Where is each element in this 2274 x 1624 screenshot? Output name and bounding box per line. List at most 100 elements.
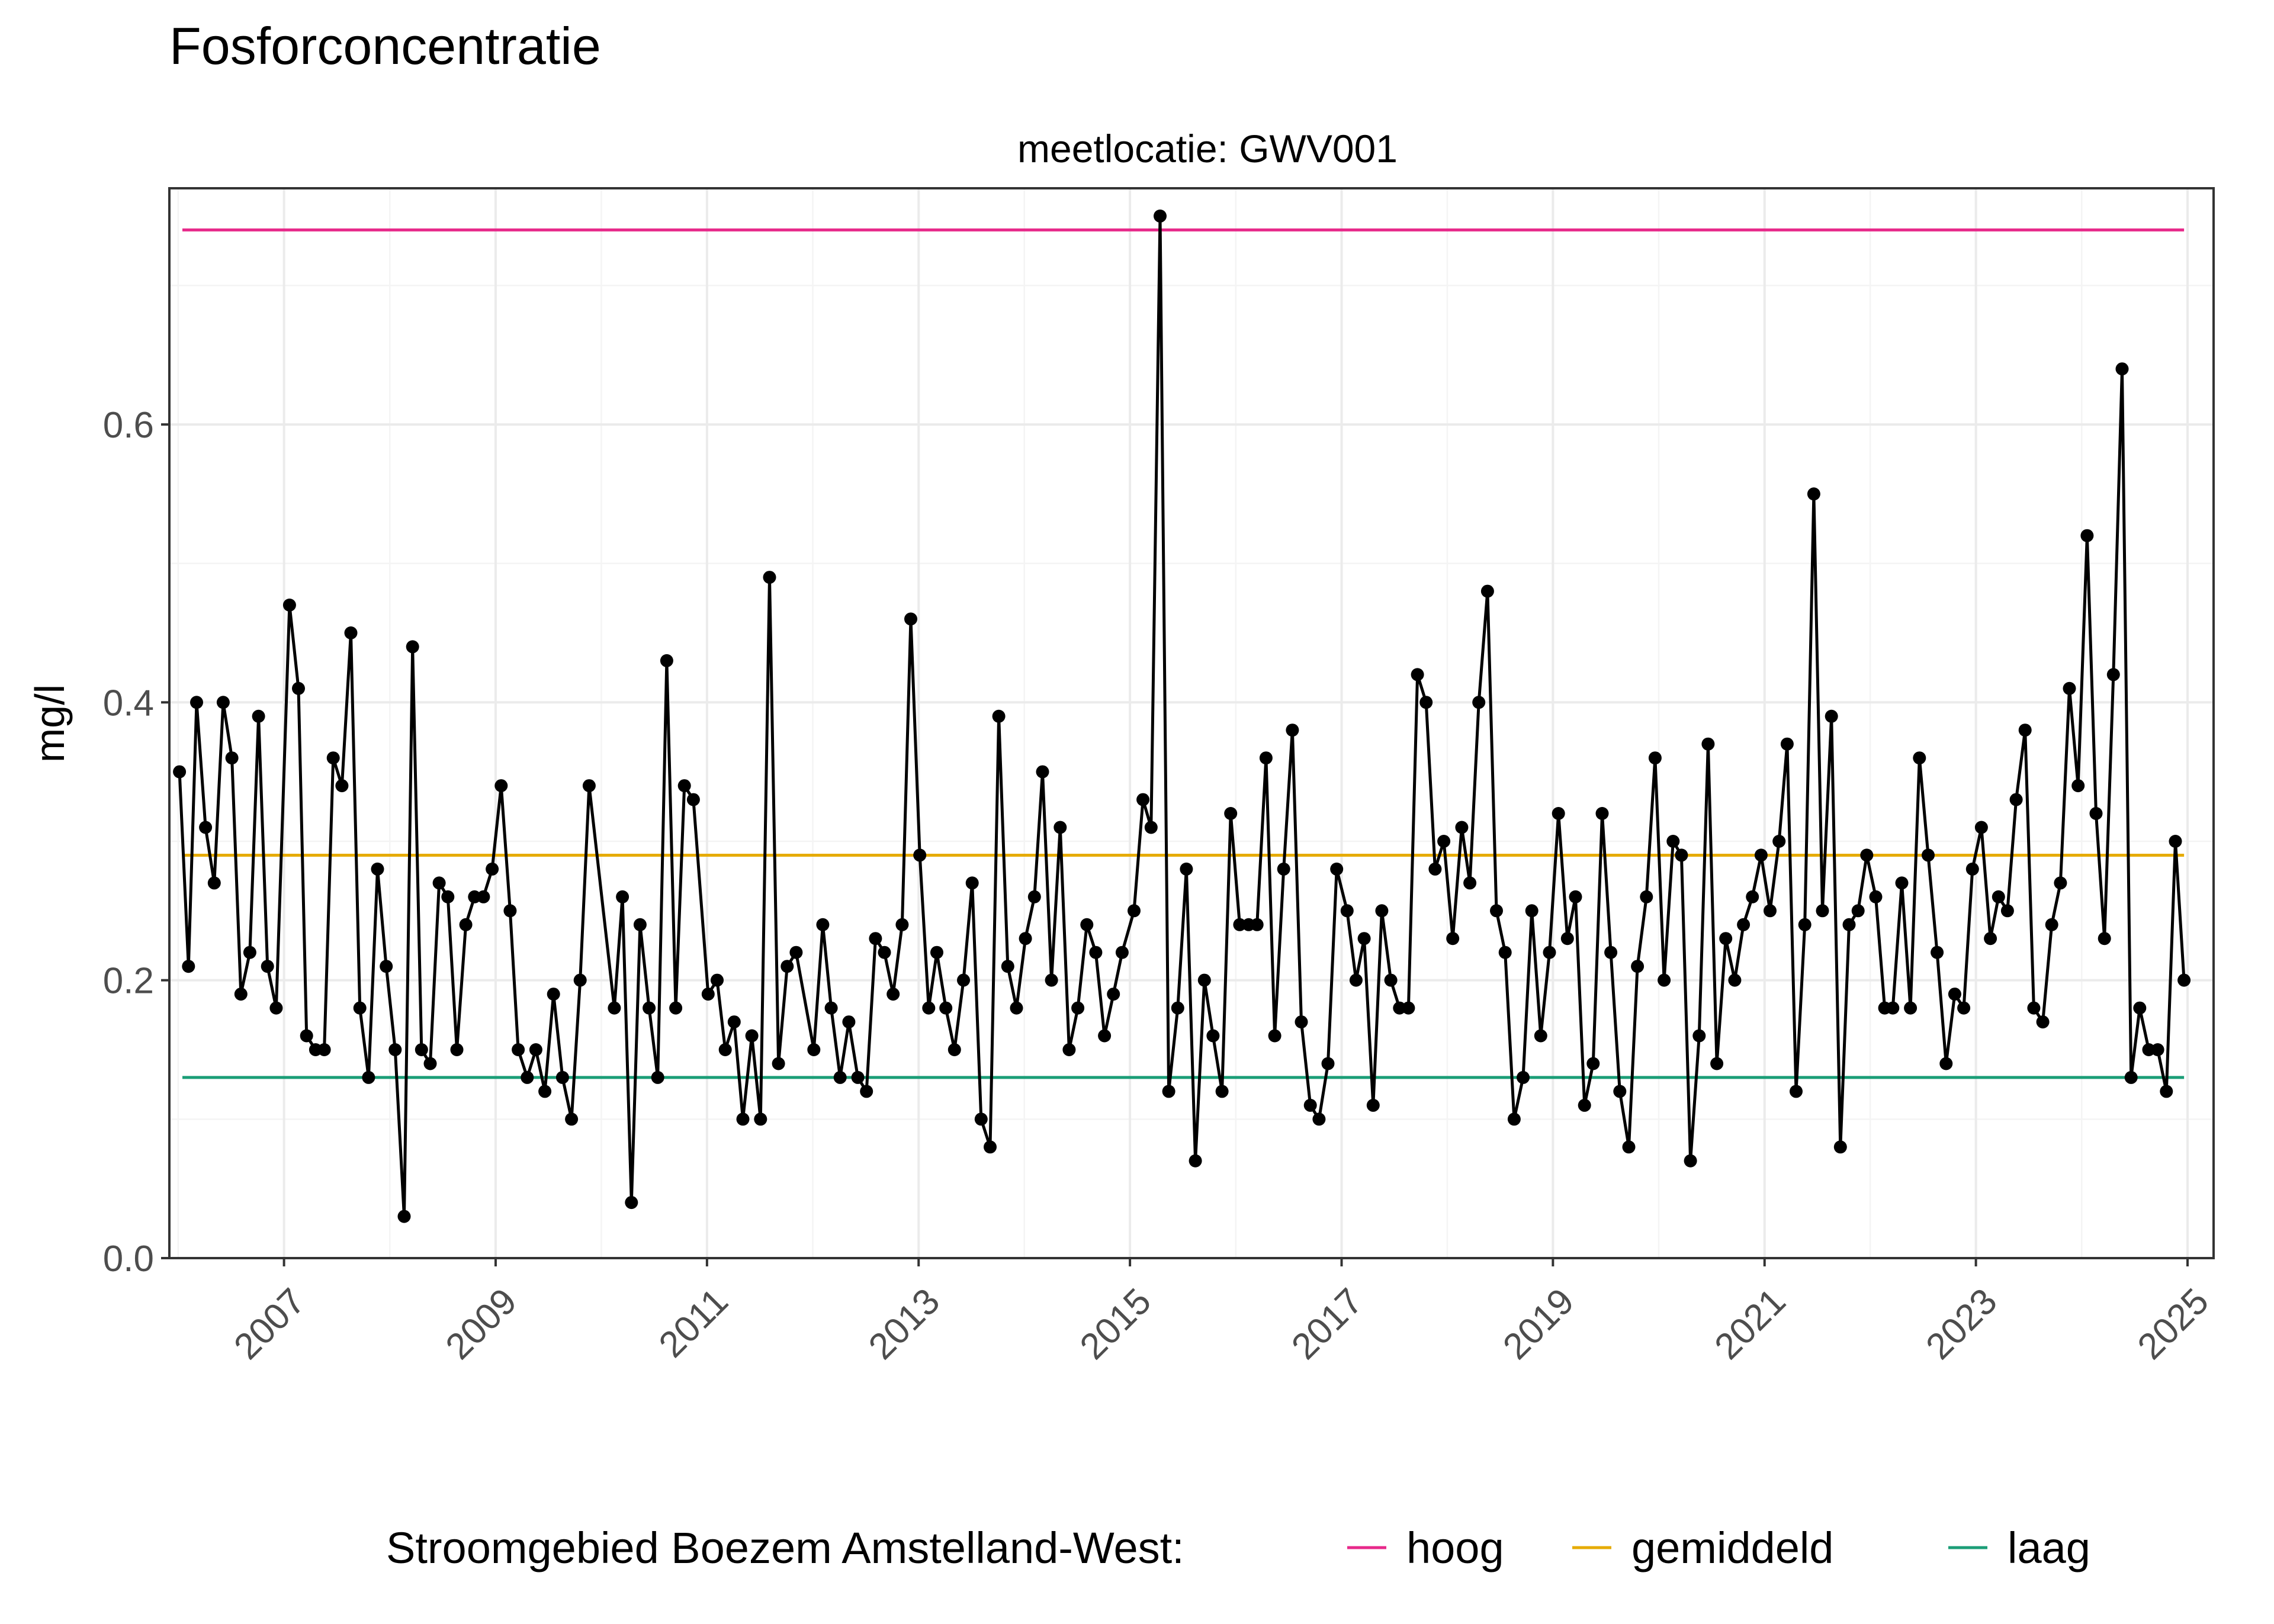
series-points [173, 209, 2191, 1223]
data-point [1080, 918, 1094, 931]
data-point [1992, 890, 2005, 903]
data-point [1869, 890, 1883, 903]
data-point [1754, 848, 1768, 862]
chart-subtitle: meetlocatie: GWV001 [1017, 127, 1398, 171]
data-point [1737, 918, 1751, 931]
data-point [344, 626, 358, 639]
data-point [1552, 807, 1565, 820]
data-point [406, 640, 419, 654]
data-point [1098, 1029, 1112, 1043]
data-point [686, 793, 700, 806]
data-point [1780, 737, 1794, 751]
data-point [772, 1057, 785, 1070]
data-point [651, 1070, 664, 1084]
data-point [633, 918, 647, 931]
reference-lines [182, 228, 2185, 1079]
x-tick-label: 2015 [1072, 1281, 1159, 1367]
data-point [763, 571, 776, 584]
data-point [745, 1029, 759, 1043]
data-point [1746, 890, 1759, 903]
data-point [468, 890, 481, 903]
data-point [736, 1112, 750, 1126]
data-point [1384, 973, 1398, 987]
data-point [1215, 1085, 1229, 1098]
data-point [1428, 862, 1442, 876]
data-point [1798, 918, 1812, 931]
data-point [851, 1070, 865, 1084]
data-point [441, 890, 455, 903]
data-point [432, 876, 446, 890]
data-point [521, 1070, 534, 1084]
data-point [1974, 821, 1988, 834]
data-point [2000, 904, 2014, 918]
data-point [573, 973, 587, 987]
data-point [1010, 1001, 1023, 1015]
data-point [1321, 1057, 1335, 1070]
data-point [1886, 1001, 1900, 1015]
data-point [1922, 848, 1935, 862]
y-tick-label: 0.2 [103, 961, 154, 1002]
data-point [547, 988, 560, 1001]
data-point [1107, 988, 1120, 1001]
data-point [494, 779, 508, 793]
data-point [1480, 584, 1494, 598]
data-point [1295, 1015, 1308, 1029]
data-point [1206, 1029, 1220, 1043]
data-point [335, 779, 349, 793]
data-point [317, 1043, 331, 1056]
data-point [965, 876, 979, 890]
data-point [1419, 696, 1433, 709]
data-point [1472, 696, 1486, 709]
data-point [1710, 1057, 1724, 1070]
data-point [824, 1001, 838, 1015]
data-point [913, 848, 927, 862]
legend-title: Stroomgebied Boezem Amstelland-West: [386, 1523, 1184, 1572]
data-point [1578, 1098, 1591, 1112]
data-point [1189, 1154, 1202, 1168]
data-point [1658, 973, 1671, 987]
data-point [2027, 1001, 2041, 1015]
data-point [1790, 1085, 1803, 1098]
legend: Stroomgebied Boezem Amstelland-West: hoo… [386, 1523, 2090, 1572]
data-point [1684, 1154, 1697, 1168]
y-tick-label: 0.6 [103, 405, 154, 446]
data-point [1154, 209, 1167, 223]
data-point [1984, 932, 1997, 946]
data-point [807, 1043, 821, 1056]
data-point [1913, 751, 1926, 765]
data-point [538, 1085, 552, 1098]
data-point [922, 1001, 936, 1015]
data-point [1171, 1001, 1184, 1015]
data-point [1349, 973, 1363, 987]
data-point [1330, 862, 1344, 876]
data-point [380, 960, 393, 973]
data-point [1062, 1043, 1076, 1056]
data-point [1525, 904, 1539, 918]
data-point [789, 946, 803, 959]
data-point [1446, 932, 1460, 946]
y-axis-label: mg/l [27, 684, 73, 763]
data-point [1312, 1112, 1326, 1126]
x-tick-label: 2009 [438, 1281, 525, 1367]
data-point [895, 918, 909, 931]
data-point [261, 960, 274, 973]
data-point [860, 1085, 873, 1098]
data-point [887, 988, 900, 1001]
data-point [833, 1070, 847, 1084]
data-point [1772, 835, 1786, 848]
data-point [1534, 1029, 1547, 1043]
grid-major [169, 188, 2214, 1259]
data-point [992, 709, 1006, 723]
data-point [415, 1043, 428, 1056]
data-point [2080, 529, 2094, 542]
grid-minor [169, 188, 2214, 1258]
y-tick-label: 0.0 [103, 1239, 154, 1279]
data-point [1833, 1140, 1847, 1154]
data-point [1366, 1098, 1380, 1112]
data-point [555, 1070, 569, 1084]
data-point [1340, 904, 1354, 918]
data-point [326, 751, 340, 765]
data-point [1764, 904, 1777, 918]
data-point [353, 1001, 367, 1015]
